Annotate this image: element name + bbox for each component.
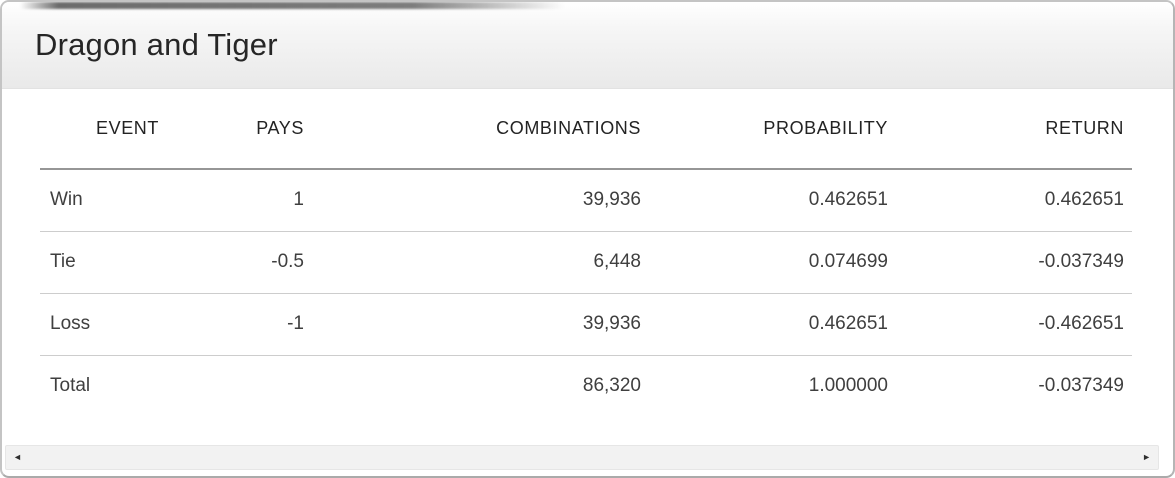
cell-event: Loss xyxy=(50,313,91,334)
card-header: Dragon and Tiger xyxy=(2,2,1173,89)
odds-table: EVENT PAYS COMBINATIONS PROBABILITY RETURN W… xyxy=(40,89,1132,417)
cell-return: -0.037349 xyxy=(1038,251,1124,272)
cell-event: Tie xyxy=(50,251,76,272)
cell-combinations: 39,936 xyxy=(582,313,641,334)
table-head: EVENT PAYS COMBINATIONS PROBABILITY RETURN xyxy=(40,89,1132,169)
cell-event: Total xyxy=(50,375,91,397)
scroll-right-icon[interactable]: ► xyxy=(1142,452,1151,462)
header-row: EVENT PAYS COMBINATIONS PROBABILITY RETURN xyxy=(40,89,1132,169)
column-header-event: EVENT xyxy=(95,118,159,138)
table-body: Win 1 39,936 0.462651 0.462651 Tie -0.5 6,448 0.… xyxy=(40,169,1132,417)
cell-return: -0.462651 xyxy=(1038,313,1124,334)
table-row: Win 1 39,936 0.462651 0.462651 xyxy=(40,169,1132,231)
column-header-return: RETURN xyxy=(1045,118,1124,138)
cell-combinations: 86,320 xyxy=(582,375,641,397)
cell-pays: 1 xyxy=(293,189,304,211)
page-title: Dragon and Tiger xyxy=(35,27,278,62)
cell-return: 0.462651 xyxy=(1044,189,1124,211)
cell-pays: -1 xyxy=(287,313,304,334)
cell-combinations: 6,448 xyxy=(593,251,641,272)
cell-probability: 1.000000 xyxy=(808,375,888,397)
cell-combinations: 39,936 xyxy=(582,189,641,211)
table-row: Loss -1 39,936 0.462651 -0.462651 xyxy=(40,293,1132,355)
column-header-probability: PROBABILITY xyxy=(763,118,888,138)
cell-return: -0.037349 xyxy=(1038,375,1124,397)
cell-pays xyxy=(215,355,312,417)
column-header-pays: PAYS xyxy=(256,118,304,138)
cell-probability: 0.462651 xyxy=(808,189,888,211)
cell-pays: -0.5 xyxy=(271,251,304,272)
cell-probability: 0.462651 xyxy=(808,313,888,334)
table-row: Tie -0.5 6,448 0.074699 -0.037349 xyxy=(40,231,1132,293)
column-header-combinations: COMBINATIONS xyxy=(496,118,641,138)
cell-event: Win xyxy=(50,189,83,211)
horizontal-scrollbar[interactable]: ◄ ► xyxy=(5,445,1159,470)
table-row: Total 86,320 1.000000 -0.037349 xyxy=(40,355,1132,417)
cell-probability: 0.074699 xyxy=(808,251,888,272)
scroll-left-icon[interactable]: ◄ xyxy=(13,452,22,462)
